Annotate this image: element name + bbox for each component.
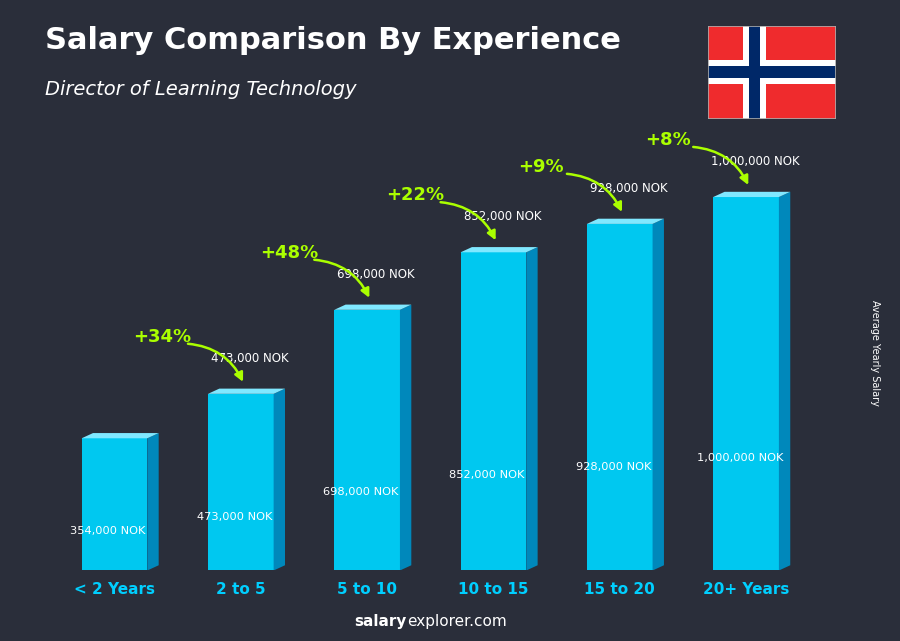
Polygon shape bbox=[713, 197, 778, 570]
Polygon shape bbox=[713, 192, 790, 197]
Text: +34%: +34% bbox=[133, 328, 192, 345]
Polygon shape bbox=[778, 192, 790, 570]
Text: salary: salary bbox=[355, 615, 407, 629]
Polygon shape bbox=[208, 388, 285, 394]
Text: Director of Learning Technology: Director of Learning Technology bbox=[45, 80, 356, 99]
Text: 473,000 NOK: 473,000 NOK bbox=[211, 352, 288, 365]
Text: 354,000 NOK: 354,000 NOK bbox=[70, 526, 146, 536]
FancyArrowPatch shape bbox=[693, 147, 747, 183]
Polygon shape bbox=[526, 247, 537, 570]
Text: Salary Comparison By Experience: Salary Comparison By Experience bbox=[45, 26, 621, 54]
Text: 852,000 NOK: 852,000 NOK bbox=[449, 470, 525, 480]
Bar bbox=[708, 60, 835, 84]
FancyArrowPatch shape bbox=[188, 344, 242, 379]
Polygon shape bbox=[82, 438, 148, 570]
Text: +8%: +8% bbox=[645, 131, 690, 149]
Polygon shape bbox=[461, 253, 526, 570]
Polygon shape bbox=[148, 433, 158, 570]
Polygon shape bbox=[82, 433, 158, 438]
Bar bbox=[749, 26, 760, 119]
Text: 698,000 NOK: 698,000 NOK bbox=[338, 268, 415, 281]
Polygon shape bbox=[400, 304, 411, 570]
Polygon shape bbox=[652, 219, 664, 570]
FancyArrowPatch shape bbox=[441, 202, 494, 238]
Text: 1,000,000 NOK: 1,000,000 NOK bbox=[697, 453, 783, 463]
Text: 928,000 NOK: 928,000 NOK bbox=[576, 462, 651, 472]
FancyArrowPatch shape bbox=[314, 260, 368, 296]
Text: 852,000 NOK: 852,000 NOK bbox=[464, 210, 541, 224]
Polygon shape bbox=[334, 310, 400, 570]
Text: 698,000 NOK: 698,000 NOK bbox=[323, 487, 399, 497]
Bar bbox=[742, 26, 766, 119]
Text: 1,000,000 NOK: 1,000,000 NOK bbox=[711, 155, 799, 168]
Polygon shape bbox=[274, 388, 285, 570]
FancyArrowPatch shape bbox=[567, 174, 621, 210]
Bar bbox=[708, 66, 835, 78]
Polygon shape bbox=[587, 219, 664, 224]
Polygon shape bbox=[461, 247, 537, 253]
Text: explorer.com: explorer.com bbox=[407, 615, 507, 629]
Polygon shape bbox=[587, 224, 652, 570]
Text: Average Yearly Salary: Average Yearly Salary bbox=[869, 299, 880, 406]
Text: +48%: +48% bbox=[260, 244, 318, 262]
Polygon shape bbox=[334, 304, 411, 310]
Text: 473,000 NOK: 473,000 NOK bbox=[197, 513, 272, 522]
Text: 928,000 NOK: 928,000 NOK bbox=[590, 182, 668, 195]
Text: +9%: +9% bbox=[518, 158, 564, 176]
Text: +22%: +22% bbox=[386, 186, 445, 204]
Polygon shape bbox=[208, 394, 274, 570]
